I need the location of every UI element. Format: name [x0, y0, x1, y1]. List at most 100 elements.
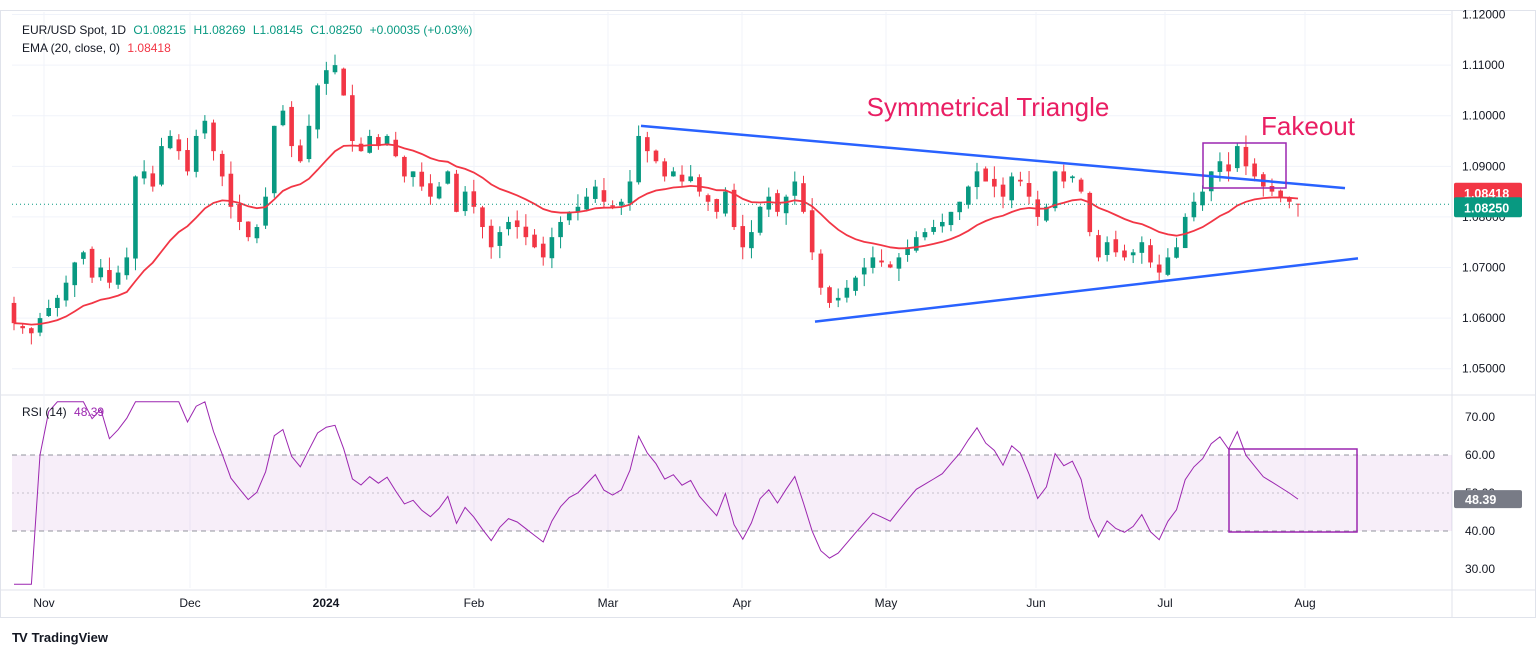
candle-body [844, 287, 850, 298]
candle-body [992, 178, 997, 187]
candle-body [714, 199, 720, 212]
grid-lines [0, 10, 1536, 618]
rsi-tick-label: 30.00 [1465, 562, 1495, 576]
candle-body [289, 106, 294, 147]
time-tick-label: Nov [33, 596, 54, 610]
candle-body [523, 226, 529, 238]
candle-body [1104, 242, 1110, 255]
candle-body [1208, 171, 1214, 192]
rsi-tick-label: 60.00 [1465, 448, 1495, 462]
candle-body [55, 297, 60, 308]
candle-body [445, 171, 451, 184]
candle-body [245, 221, 251, 238]
candle-body [454, 173, 459, 212]
tradingview-brand[interactable]: TV TradingView [12, 630, 108, 645]
upper-trendline [640, 124, 1346, 190]
candle-body [211, 122, 216, 152]
time-axis[interactable]: Nov Dec 2024 Feb Mar Apr May Jun Jul Aug [33, 596, 1315, 610]
last-price-label: 1.08250 [1464, 201, 1509, 215]
candle-body [107, 270, 112, 283]
candle-body [150, 173, 156, 187]
candle-body [1156, 264, 1162, 273]
candle-body [532, 234, 537, 248]
candle-body [29, 328, 34, 334]
candle-body [271, 125, 277, 194]
triangle-trendlines [640, 124, 1359, 323]
candle-body [1009, 176, 1015, 201]
candle-body [1217, 161, 1223, 172]
high-value: H1.08269 [193, 23, 246, 37]
candle-body [662, 161, 667, 177]
candle-body [1052, 171, 1058, 209]
candle-body [159, 146, 164, 185]
candle-body [931, 227, 936, 232]
candle-body [1044, 206, 1049, 221]
candle-body [254, 227, 260, 239]
candle-body [376, 137, 381, 147]
candle-body [618, 201, 624, 206]
candle-body [72, 262, 78, 286]
candle-body [471, 191, 477, 207]
candle-body [601, 190, 607, 202]
candle-body [185, 150, 190, 172]
candle-body [835, 297, 841, 301]
candle-body [1174, 247, 1179, 258]
candle-body [1148, 245, 1153, 263]
ohlc-legend: EUR/USD Spot, 1D O1.08215 H1.08269 L1.08… [22, 23, 476, 37]
candle-body [922, 232, 928, 238]
low-value: L1.08145 [252, 23, 303, 37]
last-price-label-bg [1454, 197, 1522, 218]
candle-body [723, 191, 728, 214]
candle-body [280, 110, 286, 126]
symbol-label[interactable]: EUR/USD Spot, 1D [22, 23, 127, 37]
candle-body [514, 220, 520, 228]
ema-value: 1.08418 [127, 41, 171, 55]
time-tick-label: Jun [1026, 596, 1045, 610]
fakeout-box [1202, 142, 1287, 189]
candle-body [1226, 164, 1231, 172]
candle-body [480, 207, 485, 228]
rsi-line [14, 401, 1299, 585]
candle-body [1269, 186, 1275, 192]
candle-body [193, 135, 199, 172]
candle-body [549, 237, 555, 259]
candle-body [853, 277, 858, 291]
change-value: +0.00035 (+0.03%) [369, 23, 473, 37]
candle-body [983, 168, 988, 182]
candle-body [306, 125, 312, 160]
price-tick-label: 1.10000 [1462, 109, 1506, 123]
candle-body [1078, 179, 1084, 192]
candle-body [957, 201, 962, 213]
candle-body [731, 189, 737, 228]
candle-body [1096, 235, 1101, 258]
candle-body [1018, 179, 1023, 182]
candle-body [393, 139, 399, 157]
candle-body [566, 211, 572, 221]
candle-body [98, 267, 104, 278]
candle-body [1243, 146, 1249, 167]
candle-body [558, 221, 563, 238]
ema-legend[interactable]: EMA (20, close, 0) 1.08418 [22, 41, 175, 55]
open-value: O1.08215 [133, 23, 187, 37]
candle-body [905, 247, 910, 256]
candle-body [141, 171, 147, 179]
time-tick-label: 2024 [313, 596, 340, 610]
candle-body [627, 181, 633, 204]
candle-body [402, 156, 407, 177]
candle-body [757, 206, 763, 233]
candle-body [341, 68, 346, 96]
candle-body [315, 85, 320, 130]
candle-body [176, 139, 182, 152]
rsi-legend[interactable]: RSI (14) 48.39 [22, 405, 108, 419]
candle-body [63, 282, 69, 301]
rsi-last-label-bg [1454, 490, 1522, 509]
candle-body [653, 150, 659, 162]
candle-body [740, 226, 746, 248]
brand-name: TradingView [31, 630, 108, 645]
candle-body [636, 135, 641, 183]
candle-body [497, 232, 503, 246]
price-tick-label: 1.11000 [1462, 58, 1505, 72]
time-tick-label: Jul [1157, 596, 1172, 610]
rsi-last-label: 48.39 [1465, 493, 1496, 507]
